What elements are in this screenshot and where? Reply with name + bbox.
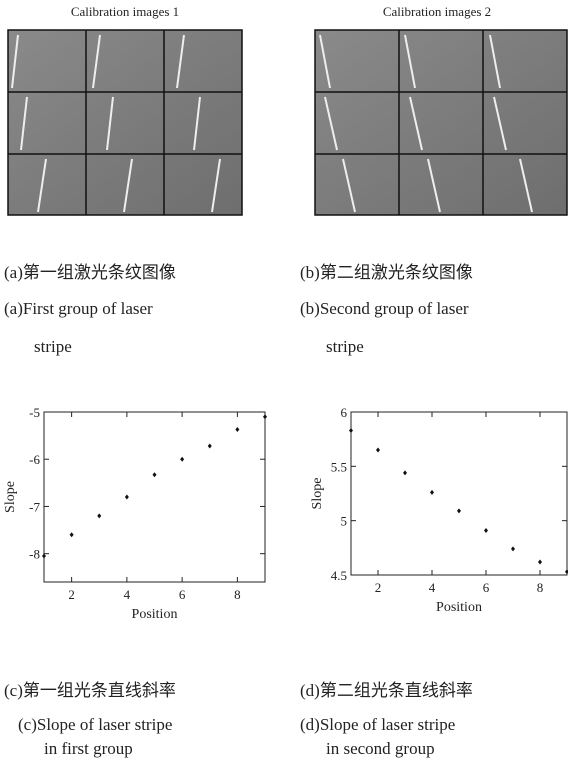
x-tick-label: 8 bbox=[537, 580, 544, 595]
image-grid: Calibration images 2 bbox=[314, 4, 568, 216]
caption: (b)第二组激光条纹图像 bbox=[300, 263, 473, 282]
caption: stripe bbox=[326, 337, 364, 356]
plot-frame bbox=[43, 411, 266, 583]
y-tick-label: -8 bbox=[29, 547, 40, 562]
point bbox=[457, 508, 461, 514]
caption: (c)Slope of laser stripe bbox=[18, 715, 172, 734]
point bbox=[565, 569, 568, 575]
point bbox=[42, 553, 46, 559]
y-tick-label: -5 bbox=[29, 405, 40, 420]
image-title: Calibration images 2 bbox=[383, 4, 491, 19]
x-tick-label: 6 bbox=[483, 580, 490, 595]
point bbox=[538, 559, 542, 565]
y-tick-label: 6 bbox=[341, 405, 348, 420]
x-tick-label: 8 bbox=[234, 587, 241, 602]
point bbox=[207, 443, 212, 449]
point bbox=[97, 513, 102, 519]
caption: stripe bbox=[34, 337, 72, 356]
caption: (c)第一组光条直线斜率 bbox=[4, 681, 176, 700]
point bbox=[69, 532, 74, 538]
caption: (d)Slope of laser stripe bbox=[300, 715, 455, 734]
y-axis-label: Slope bbox=[3, 481, 18, 513]
x-tick-label: 2 bbox=[68, 587, 75, 602]
point bbox=[349, 427, 353, 433]
image-grid: Calibration images 1 bbox=[7, 4, 243, 216]
y-axis-label: Slope bbox=[310, 478, 325, 510]
caption: (b)Second group of laser bbox=[300, 299, 469, 318]
y-tick-label: -7 bbox=[29, 499, 40, 514]
point bbox=[376, 447, 380, 453]
point bbox=[511, 546, 515, 552]
caption: (a)第一组激光条纹图像 bbox=[4, 263, 176, 282]
plot-frame bbox=[350, 411, 568, 576]
x-tick-label: 6 bbox=[179, 587, 186, 602]
point bbox=[403, 470, 407, 476]
x-axis-label: Position bbox=[436, 600, 482, 615]
point bbox=[484, 527, 488, 533]
y-tick-label: 4.5 bbox=[331, 568, 347, 583]
point bbox=[263, 414, 267, 420]
x-tick-label: 4 bbox=[124, 587, 131, 602]
point bbox=[152, 472, 157, 478]
point bbox=[430, 489, 434, 495]
caption: in first group bbox=[44, 739, 133, 758]
point bbox=[180, 456, 185, 462]
y-tick-label: -6 bbox=[29, 452, 40, 467]
x-axis-label: Position bbox=[132, 607, 178, 622]
image-title: Calibration images 1 bbox=[71, 4, 179, 19]
x-tick-label: 4 bbox=[429, 580, 436, 595]
caption: (d)第二组光条直线斜率 bbox=[300, 681, 473, 700]
caption: in second group bbox=[326, 739, 435, 758]
x-tick-label: 2 bbox=[375, 580, 382, 595]
point bbox=[124, 494, 129, 500]
y-tick-label: 5 bbox=[341, 514, 348, 529]
caption: (a)First group of laser bbox=[4, 299, 153, 318]
y-tick-label: 5.5 bbox=[331, 459, 347, 474]
point bbox=[235, 426, 240, 432]
